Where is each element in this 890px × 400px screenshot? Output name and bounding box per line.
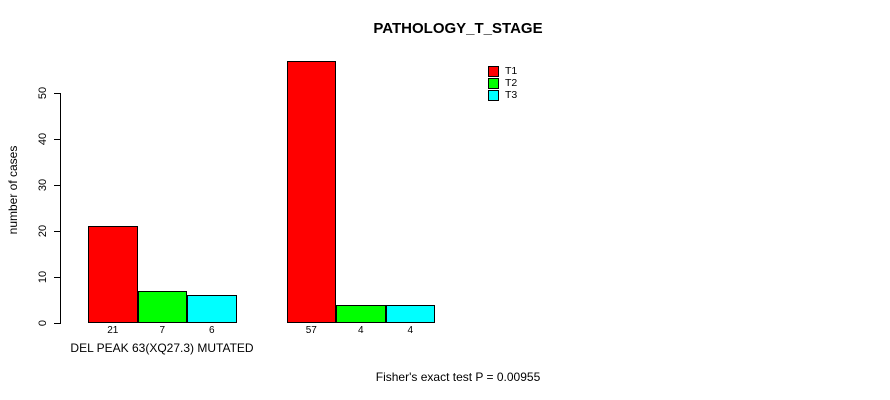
chart-title: PATHOLOGY_T_STAGE — [373, 20, 543, 37]
y-axis-title: number of cases — [6, 145, 20, 235]
legend-item-t2: T2 — [488, 77, 517, 89]
y-tick-mark — [54, 184, 61, 186]
bar-t2-group1 — [137, 290, 187, 323]
bar-t1-group2 — [286, 60, 336, 323]
legend-label: T2 — [505, 76, 518, 89]
y-tick-label: 40 — [37, 132, 49, 146]
bar-value-label: 21 — [107, 325, 119, 336]
legend-swatch-icon — [488, 77, 499, 89]
y-tick-label: 20 — [37, 224, 49, 238]
y-axis-line — [60, 93, 61, 323]
y-tick-mark — [54, 138, 61, 140]
annotation-fisher-test: Fisher's exact test P = 0.00955 — [375, 370, 541, 384]
bar-value-label: 4 — [407, 325, 414, 336]
legend-item-t1: T1 — [488, 65, 517, 77]
y-tick-label: 50 — [37, 86, 49, 100]
y-tick-label: 30 — [37, 178, 49, 192]
bar-value-label: 6 — [208, 325, 215, 336]
y-tick-mark — [54, 92, 61, 94]
y-tick-mark — [54, 322, 61, 324]
legend-item-t3: T3 — [488, 89, 517, 101]
legend-swatch-icon — [488, 65, 499, 77]
bar-value-label: 7 — [159, 325, 166, 336]
bar-value-label: 4 — [357, 325, 364, 336]
y-tick-mark — [54, 276, 61, 278]
bar-value-label: 57 — [305, 325, 317, 336]
y-tick-label: 0 — [37, 319, 49, 327]
y-tick-label: 10 — [37, 270, 49, 284]
bar-t2-group2 — [336, 304, 386, 323]
legend-label: T1 — [505, 64, 518, 77]
bar-t3-group2 — [385, 304, 435, 323]
bar-t3-group1 — [187, 295, 237, 323]
bar-t1-group1 — [88, 226, 138, 323]
y-tick-mark — [54, 230, 61, 232]
legend: T1 T2 T3 — [488, 65, 517, 101]
legend-swatch-icon — [488, 89, 499, 101]
legend-label: T3 — [505, 88, 518, 101]
x-axis-group-label: DEL PEAK 63(XQ27.3) MUTATED — [70, 341, 254, 355]
